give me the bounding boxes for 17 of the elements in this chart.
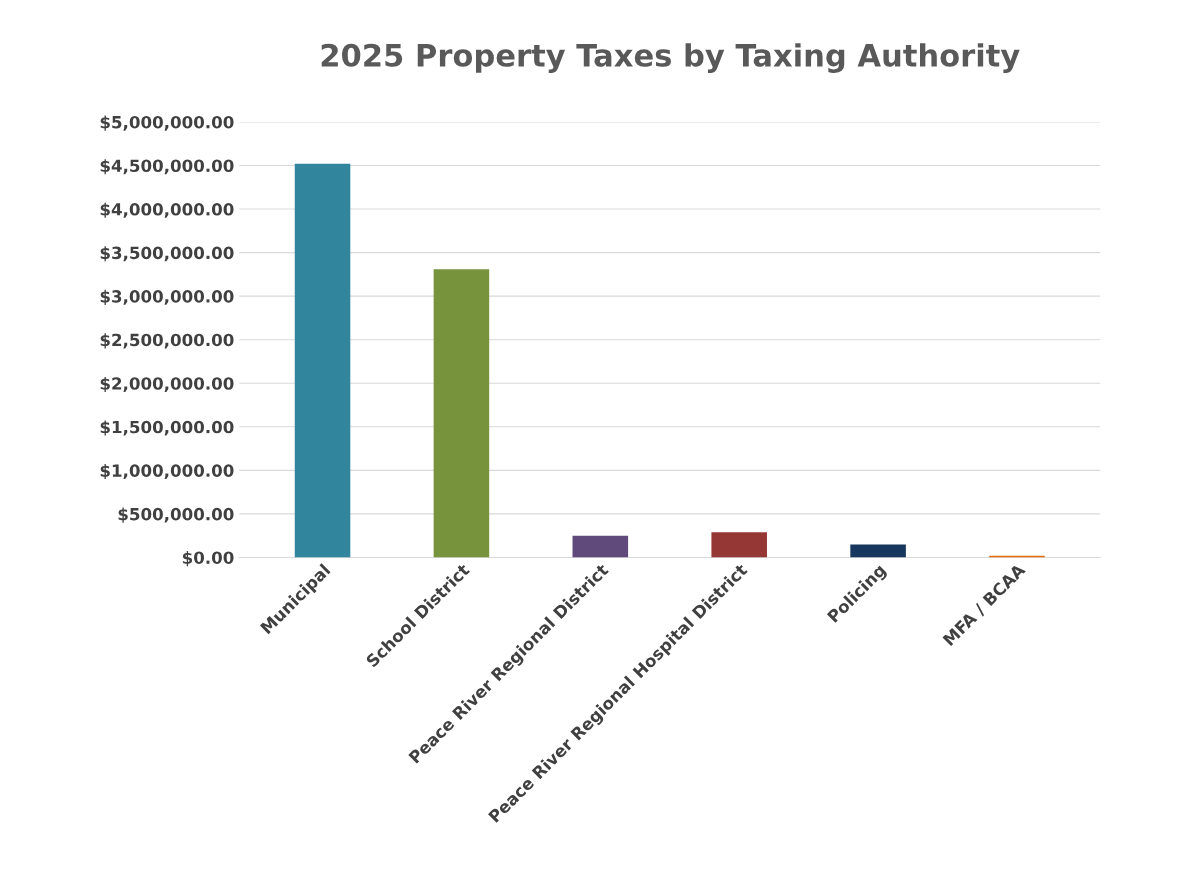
bar <box>294 163 351 558</box>
bar <box>711 532 767 558</box>
y-tick-label: $2,500,000.00 <box>100 333 234 349</box>
bar <box>433 269 490 558</box>
y-tick-label: $3,500,000.00 <box>100 246 234 262</box>
y-tick-label: $1,000,000.00 <box>100 464 234 480</box>
chart-title: 2025 Property Taxes by Taxing Authority <box>321 43 1020 73</box>
y-tick-label: $4,000,000.00 <box>100 202 234 218</box>
y-tick-label: $500,000.00 <box>118 507 234 523</box>
y-tick-label: $2,000,000.00 <box>100 376 234 393</box>
y-tick-label: $5,000,000.00 <box>100 115 234 131</box>
y-tick-label: $1,500,000.00 <box>100 420 234 436</box>
y-tick-label: $4,500,000.00 <box>100 159 234 175</box>
bar <box>850 544 906 558</box>
y-tick-label: $0.00 <box>182 551 234 567</box>
y-tick-label: $3,000,000.00 <box>100 289 234 305</box>
bar <box>572 535 629 558</box>
